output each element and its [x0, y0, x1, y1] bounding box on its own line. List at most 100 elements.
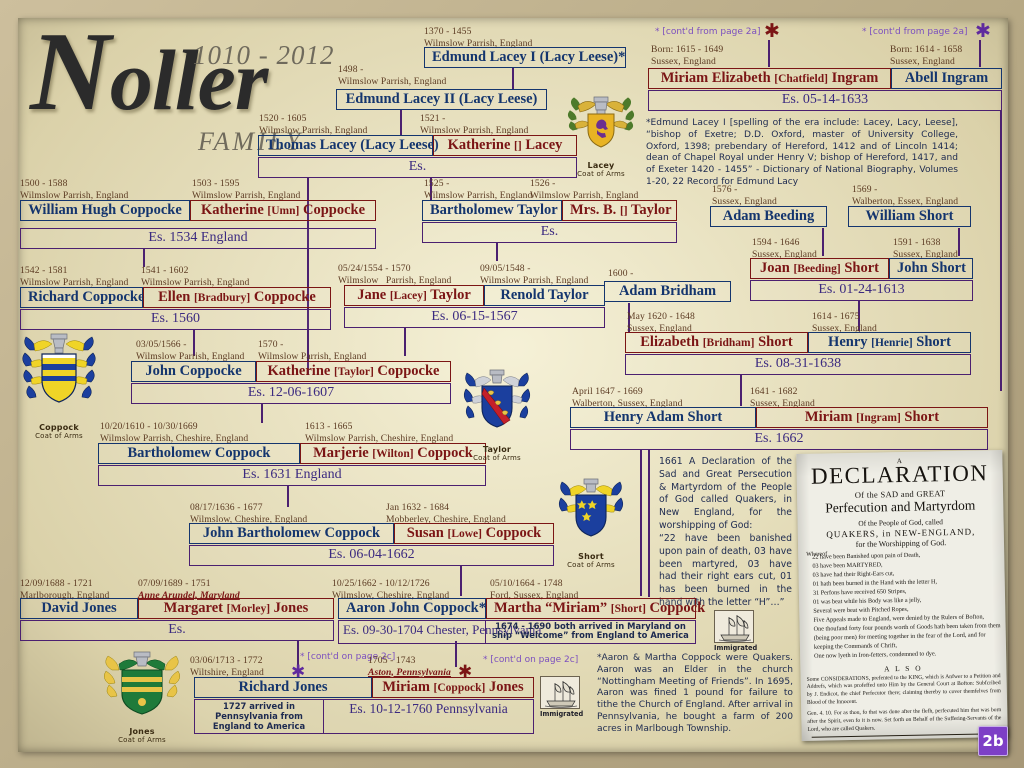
asterisk-icon: ✱ [291, 662, 306, 682]
couple-jones-2: Richard Jones Miriam [Coppock] Jones [194, 677, 534, 699]
meta-joan-beeding: 1594 - 1646 Sussex, England [752, 237, 817, 260]
marriage-short-1[interactable]: Es. 01-24-1613 [750, 280, 973, 301]
asterisk-icon: ✱ [458, 662, 473, 682]
person-bartholomew-taylor[interactable]: Bartholomew Taylor [422, 200, 562, 222]
marriage-lacey[interactable]: Es. [258, 157, 577, 178]
person-thomas-lacey[interactable]: Thomas Lacey (Lacy Leese) [258, 135, 439, 157]
short-crest-icon [558, 478, 624, 537]
contd-marker-miriam-chatfield[interactable]: * [cont'd from page 2a] [655, 27, 761, 37]
marriage-coppock-6[interactable]: Es. 09-30-1704 Chester, Pennsylvania 167… [338, 620, 696, 644]
person-mrs-b-taylor[interactable]: Mrs. B. [] Taylor [562, 200, 677, 222]
marriage-taylor-1[interactable]: Es. [422, 222, 677, 243]
couple-coppock-6: Aaron John Coppock* Martha “Miriam” [Sho… [338, 598, 705, 620]
coa-caption-taylor: Taylor Coat of Arms [473, 445, 521, 462]
person-abell-ingram[interactable]: Abell Ingram [891, 68, 1002, 90]
couple-ingram: Miriam Elizabeth [Chatfield] Ingram Abel… [648, 68, 1002, 90]
couple-coppocke-1: William Hugh Coppocke Katherine [Umn] Co… [20, 200, 376, 222]
marriage-coppock-4[interactable]: Es. 1631 England [98, 465, 486, 486]
meta-katherine-lacey: 1521 - Wilmslow Parrish, England [420, 113, 529, 136]
person-william-hugh-coppocke[interactable]: William Hugh Coppocke [20, 200, 190, 222]
meta-ellen-bradbury: 1541 - 1602 Wilmslow Parrish, England [141, 265, 250, 288]
person-susan-lowe-coppock[interactable]: Susan [Lowe] Coppock [394, 523, 554, 545]
person-miriam-ingram-short[interactable]: Miriam [Ingram] Short [756, 407, 988, 429]
person-margaret-morley-jones[interactable]: Margaret [Morley] Jones [138, 598, 334, 620]
meta-richard-jones: 03/06/1713 - 1772 Wiltshire, England [190, 655, 264, 678]
person-marjerie-wilton-coppock[interactable]: Marjerie [Wilton] Coppock [300, 443, 486, 465]
meta-john-bart-coppock: 08/17/1636 - 1677 Wilmslow, Cheshire, En… [190, 502, 308, 525]
person-edmund-lacey-ii[interactable]: Edmund Lacey II (Lacy Leese) [336, 89, 547, 111]
connector [496, 243, 498, 261]
connector [287, 486, 289, 507]
couple-short-3: Henry Adam Short Miriam [Ingram] Short [570, 407, 988, 429]
person-martha-miriam-short-coppock[interactable]: Martha “Miriam” [Short] Coppock [486, 598, 705, 620]
immigrated-label: Immigrated [714, 644, 758, 652]
marriage-jones-1[interactable]: Es. [20, 620, 334, 641]
declaration-note-intro: 1661 A Declaration of the Sad and Great … [659, 456, 792, 532]
ship-icon [540, 676, 580, 709]
coppock-crest-icon [22, 333, 96, 403]
contd-marker-richard-jones[interactable]: * [cont'd on page 2c] [300, 652, 396, 662]
meta-edmund1: 1370 - 1455 Wilmslow Parrish, England [424, 26, 533, 49]
surname-rest: oller [109, 32, 268, 128]
meta-martha-miriam: 05/10/1664 - 1748 Ford, Sussex, England [490, 578, 579, 601]
marriage-taylor-2[interactable]: Es. 06-15-1567 [344, 307, 605, 328]
marriage-short-3[interactable]: Es. 1662 [570, 429, 988, 450]
coat-of-arms-coppock: Coppock Coat of Arms [20, 332, 98, 440]
connector [958, 228, 960, 256]
connector [740, 375, 742, 406]
connector [143, 249, 145, 267]
person-katherine-taylor-coppocke[interactable]: Katherine [Taylor] Coppocke [256, 361, 451, 383]
contd-marker-miriam-jones[interactable]: * [cont'd on page 2c] [483, 655, 579, 665]
person-katherine-lacey[interactable]: Katherine [] Lacey [433, 135, 577, 157]
connector [640, 450, 642, 596]
person-renold-taylor[interactable]: Renold Taylor [484, 285, 605, 307]
person-joan-beeding-short[interactable]: Joan [Beeding] Short [750, 258, 889, 280]
meta-bartholomew-taylor: 1525 - Wilmslow Parrish, England [424, 178, 533, 201]
person-william-short[interactable]: William Short [848, 206, 971, 228]
person-katherine-umn-coppocke[interactable]: Katherine [Umn] Coppocke [190, 200, 376, 222]
person-adam-beeding[interactable]: Adam Beeding [710, 206, 827, 228]
coa-caption-lacey: Lacey Coat of Arms [577, 161, 625, 178]
couple-jones-1: David Jones Margaret [Morley] Jones [20, 598, 334, 620]
marriage-coppock-5[interactable]: Es. 06-04-1662 [189, 545, 554, 566]
person-henry-adam-short[interactable]: Henry Adam Short [570, 407, 756, 429]
page-number-badge: 2b [978, 726, 1008, 756]
chart-title: Noller 1010 - 2012 FAMILY [30, 16, 360, 162]
marriage-jones-2[interactable]: 1727 arrived in Pennsylvania from Englan… [194, 699, 534, 735]
meta-david-jones: 12/09/1688 - 1721 Marlborough, England [20, 578, 110, 601]
meta-miriam-ingram-short: 1641 - 1682 Sussex, England [750, 386, 815, 409]
meta-adam-beeding: 1576 - Sussex, England [712, 184, 777, 207]
marriage-coppocke-1[interactable]: Es. 1534 England [20, 228, 376, 249]
person-richard-coppocke[interactable]: Richard Coppocke [20, 287, 144, 309]
couple-short-1: Joan [Beeding] Short John Short [750, 258, 973, 280]
person-bartholomew-coppock[interactable]: Bartholomew Coppock [98, 443, 300, 465]
person-edmund-lacey-i[interactable]: Edmund Lacey I (Lacy Leese)* [424, 47, 626, 69]
person-ellen-bradbury-coppocke[interactable]: Ellen [Bradbury] Coppocke [143, 287, 331, 309]
person-john-bartholomew-coppock[interactable]: John Bartholomew Coppock [189, 523, 394, 545]
contd-marker-abell-ingram[interactable]: * [cont'd from page 2a] [862, 27, 968, 37]
meta-katherine-umn: 1503 - 1595 Wilmslow Parrish, England [192, 178, 301, 201]
person-jane-lacey-taylor[interactable]: Jane [Lacey] Taylor [344, 285, 484, 307]
meta-marjerie-wilton: 1613 - 1665 Wilmslow Parrish, Cheshire, … [305, 421, 454, 444]
person-david-jones[interactable]: David Jones [20, 598, 138, 620]
coat-of-arms-lacey: Lacey Coat of Arms [564, 94, 638, 178]
marriage-short-2[interactable]: Es. 08-31-1638 [625, 354, 971, 375]
person-henry-henrie-short[interactable]: Henry [Henrie] Short [808, 332, 971, 354]
person-elizabeth-bridham-short[interactable]: Elizabeth [Bridham] Short [625, 332, 808, 354]
meta-aaron-john-coppock: 10/25/1662 - 10/12/1726 Wilmslow, Cheshi… [332, 578, 450, 601]
marriage-coppocke-2[interactable]: Es. 1560 [20, 309, 331, 330]
meta-john-coppocke: 03/05/1566 - Wilmslow Parrish, England [136, 339, 245, 362]
person-adam-bridham[interactable]: Adam Bridham [604, 281, 731, 303]
person-miriam-coppock-jones[interactable]: Miriam [Coppock] Jones [372, 677, 534, 699]
meta-renold-taylor: 09/05/1548 - Wilmslow Parrish, England [480, 263, 589, 286]
ship-icon [714, 610, 754, 643]
person-miriam-elizabeth-chatfield-ingram[interactable]: Miriam Elizabeth [Chatfield] Ingram [648, 68, 891, 90]
surname-initial: N [30, 10, 111, 134]
person-aaron-john-coppock[interactable]: Aaron John Coppock* [338, 598, 486, 620]
coa-caption-short: Short Coat of Arms [567, 552, 615, 569]
marriage-ingram[interactable]: Es. 05-14-1633 [648, 90, 1002, 111]
marriage-coppocke-3[interactable]: Es. 12-06-1607 [131, 383, 451, 404]
person-john-short[interactable]: John Short [889, 258, 973, 280]
person-richard-jones[interactable]: Richard Jones [194, 677, 372, 699]
person-john-coppocke[interactable]: John Coppocke [131, 361, 256, 383]
